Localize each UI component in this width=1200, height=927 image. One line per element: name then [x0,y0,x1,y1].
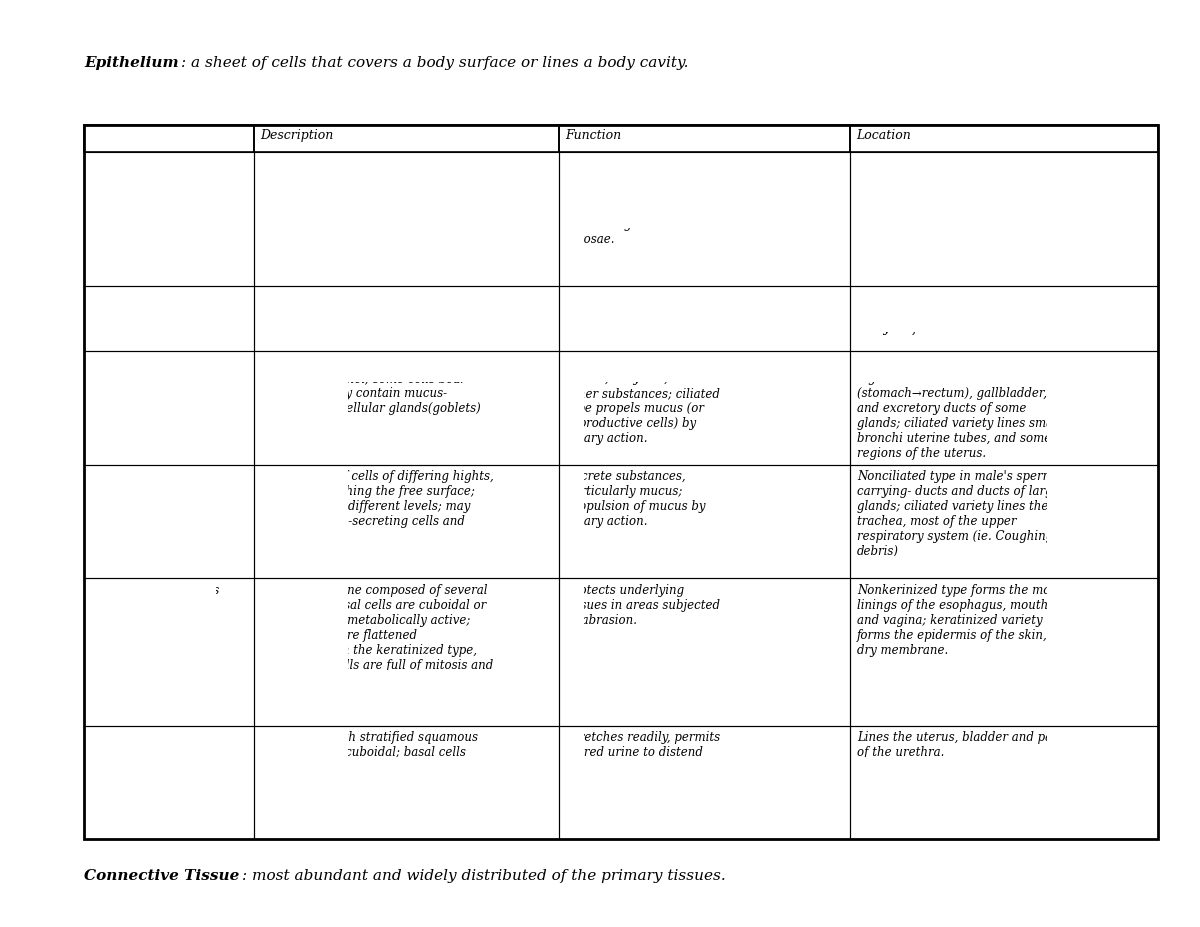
Text: Absorption; secretion of
mucus, enzymes, and
other substances; ciliated
type pro: Absorption; secretion of mucus, enzymes,… [566,357,720,445]
Bar [84,578,253,726]
Text: Simple columnar
epithelium: Simple columnar epithelium [91,357,192,385]
Text: Simple cuboidal
epithelium: Simple cuboidal epithelium [91,292,187,320]
Text: Traditional
epitherium: Traditional epitherium [91,731,157,759]
Text: Epithelium: Epithelium [84,56,179,70]
Text: Nonkerinized type forms the most
linings of the esophagus, mouth,
and vagina; ke: Nonkerinized type forms the most linings… [857,584,1061,656]
Bar [559,726,850,839]
Bar [84,464,253,578]
Bar [559,464,850,578]
Text: Stratisfied Squamous
epithelium: Stratisfied Squamous epithelium [91,584,220,612]
Bar [253,351,559,464]
Text: Allow materials to pass by
diffusion and filtration in
sites where protection is: Allow materials to pass by diffusion and… [566,158,722,246]
Text: Resembles both stratified squamous
and stratified cuboidal; basal cells
shaped o: Resembles both stratified squamous and s… [260,731,480,789]
Bar [850,726,1158,839]
Text: Single layer of cube like cells with
large, spherical central nuclei. Little
don: Single layer of cube like cells with lar… [260,292,480,335]
Bar [559,351,850,464]
Text: Connective Tissue: Connective Tissue [84,869,239,883]
Text: Nonciliated type in male's sperm
carrying- ducts and ducts of large
glands; cili: Nonciliated type in male's sperm carryin… [857,470,1060,558]
Bar [253,286,559,351]
Text: Stretches readily, permits
stored urine to distend
urinary organ.: Stretches readily, permits stored urine … [566,731,720,774]
Bar [559,286,850,351]
Bar [850,286,1158,351]
Text: Single layer of cells of differing hights,
some not reaching the free surface;
n: Single layer of cells of differing hight… [260,470,493,543]
Bar [253,464,559,578]
Text: Thick membrane composed of several
cell layers; basal cells are cuboidal or
colu: Thick membrane composed of several cell … [260,584,493,702]
Bar [850,152,1158,286]
Bar [253,125,559,152]
Text: Kidney tubules; ducts and
secretory portions of small glads;
ovary surface: Kidney tubules; ducts and secretory port… [857,292,1057,335]
Text: Nonciliated type lines most of the
digestive tract
(stomach→rectum), gallbladder: Nonciliated type lines most of the diges… [857,357,1061,460]
Text: Pseudostratisfied
epithelium: Pseudostratisfied epithelium [91,470,194,499]
Bar [850,578,1158,726]
Text: Secrete substances,
particularly mucus;
propulsion of mucus by
cillary action.: Secrete substances, particularly mucus; … [566,470,706,528]
Bar [850,351,1158,464]
Text: Single layer of flattened cells (pancake
like) with disc-shaped central nuclei
a: Single layer of flattened cells (pancake… [260,158,494,216]
Text: Secretion and absorption: Secretion and absorption [566,292,718,305]
Bar [559,125,850,152]
Text: Lines the uterus, bladder and part
of the urethra.: Lines the uterus, bladder and part of th… [857,731,1062,759]
Text: Function: Function [565,129,620,142]
Bar [84,286,253,351]
Bar [84,125,1158,839]
Text: Single layer of tall cells with
round/oval nuclei; some cells bear
cilia; layer : Single layer of tall cells with round/ov… [260,357,481,415]
Bar [84,125,253,152]
Bar [84,351,253,464]
Bar [559,152,850,286]
Bar [850,125,1158,152]
Text: Description: Description [259,129,332,142]
Bar [84,152,253,286]
Bar [253,152,559,286]
Text: Protects underlying
tissues in areas subjected
to abrasion.: Protects underlying tissues in areas sub… [566,584,720,627]
Bar [253,726,559,839]
Text: : most abundant and widely distributed of the primary tissues.: : most abundant and widely distributed o… [241,869,726,883]
Bar [559,578,850,726]
Bar [253,578,559,726]
Text: Kidney glomerui, air sacs of lungs,
lining of heart, blood vessels, and
lymphati: Kidney glomerui, air sacs of lungs, lini… [857,158,1064,216]
Text: Location: Location [856,129,911,142]
Bar [850,464,1158,578]
Bar [84,726,253,839]
Text: : a sheet of cells that covers a body surface or lines a body cavity.: : a sheet of cells that covers a body su… [181,56,689,70]
Text: Simple squamous
epithelium: Simple squamous epithelium [91,158,196,185]
